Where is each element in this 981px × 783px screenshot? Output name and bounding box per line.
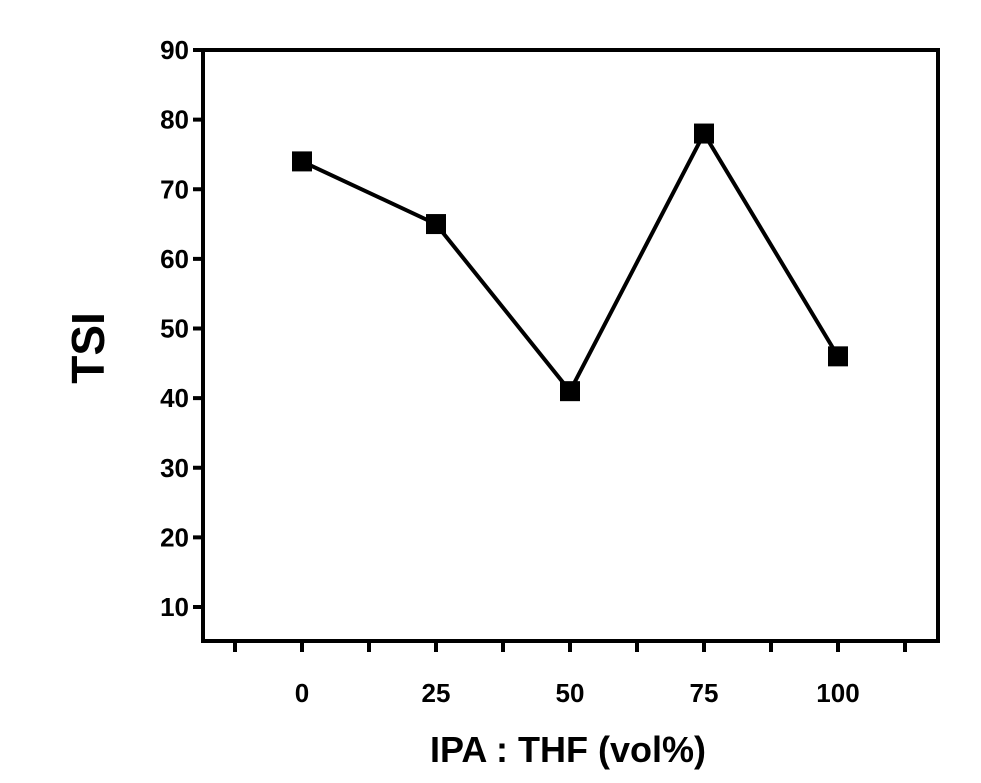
x-tick-label: 0 <box>295 678 309 708</box>
data-point-square-marker <box>560 381 580 402</box>
x-axis-title: IPA : THF (vol%) <box>430 729 706 770</box>
y-tick-label: 60 <box>160 244 189 274</box>
data-point-square-marker <box>426 214 446 235</box>
y-tick-label: 70 <box>160 174 189 204</box>
x-tick-label: 100 <box>816 678 859 708</box>
series-line <box>301 129 840 395</box>
data-point-square-marker <box>828 346 848 367</box>
x-axis-ticks: 0 25 50 75 100 <box>233 641 907 708</box>
x-tick-label: 75 <box>690 678 719 708</box>
y-tick-label: 40 <box>160 383 189 413</box>
x-tick-label: 50 <box>556 678 585 708</box>
x-tick-label: 25 <box>422 678 451 708</box>
data-series <box>292 123 848 402</box>
data-point-square-marker <box>292 151 312 172</box>
y-axis-title: TSI <box>62 312 114 384</box>
y-tick-label: 30 <box>160 453 189 483</box>
y-axis-ticks: 10 20 30 40 50 60 70 80 90 <box>160 35 203 622</box>
y-tick-label: 80 <box>160 105 189 135</box>
y-tick-label: 20 <box>160 522 189 552</box>
y-tick-label: 50 <box>160 314 189 344</box>
y-tick-label: 10 <box>160 592 189 622</box>
data-point-square-marker <box>694 123 714 144</box>
plot-frame <box>201 48 940 643</box>
plot-border <box>201 48 940 643</box>
y-tick-label: 90 <box>160 35 189 65</box>
